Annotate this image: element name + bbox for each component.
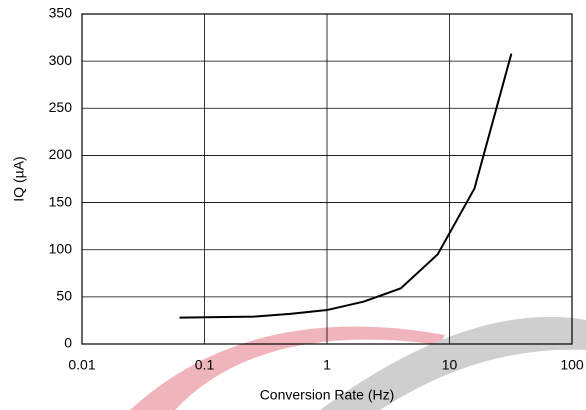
x-axis-label: Conversion Rate (Hz)	[260, 387, 395, 403]
plot-frame	[81, 13, 573, 345]
y-tick-label: 100	[49, 240, 73, 256]
y-tick-label: 150	[49, 193, 73, 209]
watermark-red	[130, 326, 445, 410]
y-tick-label: 200	[49, 146, 73, 162]
watermark-gray	[320, 316, 586, 410]
data-line	[179, 53, 513, 319]
x-tick-label: 1	[323, 357, 331, 373]
y-tick-label: 250	[49, 99, 73, 115]
x-tick-label: 0.01	[68, 357, 95, 373]
x-tick-label: 10	[442, 357, 458, 373]
x-tick-label: 100	[560, 357, 584, 373]
x-tick-label: 0.1	[195, 357, 215, 373]
watermark	[130, 316, 586, 410]
y-tick-label: 50	[56, 288, 72, 304]
y-tick-label: 300	[49, 52, 73, 68]
y-tick-label: 0	[64, 335, 72, 351]
y-axis-label: IQ (µA)	[11, 156, 27, 201]
y-tick-label: 350	[49, 5, 73, 21]
